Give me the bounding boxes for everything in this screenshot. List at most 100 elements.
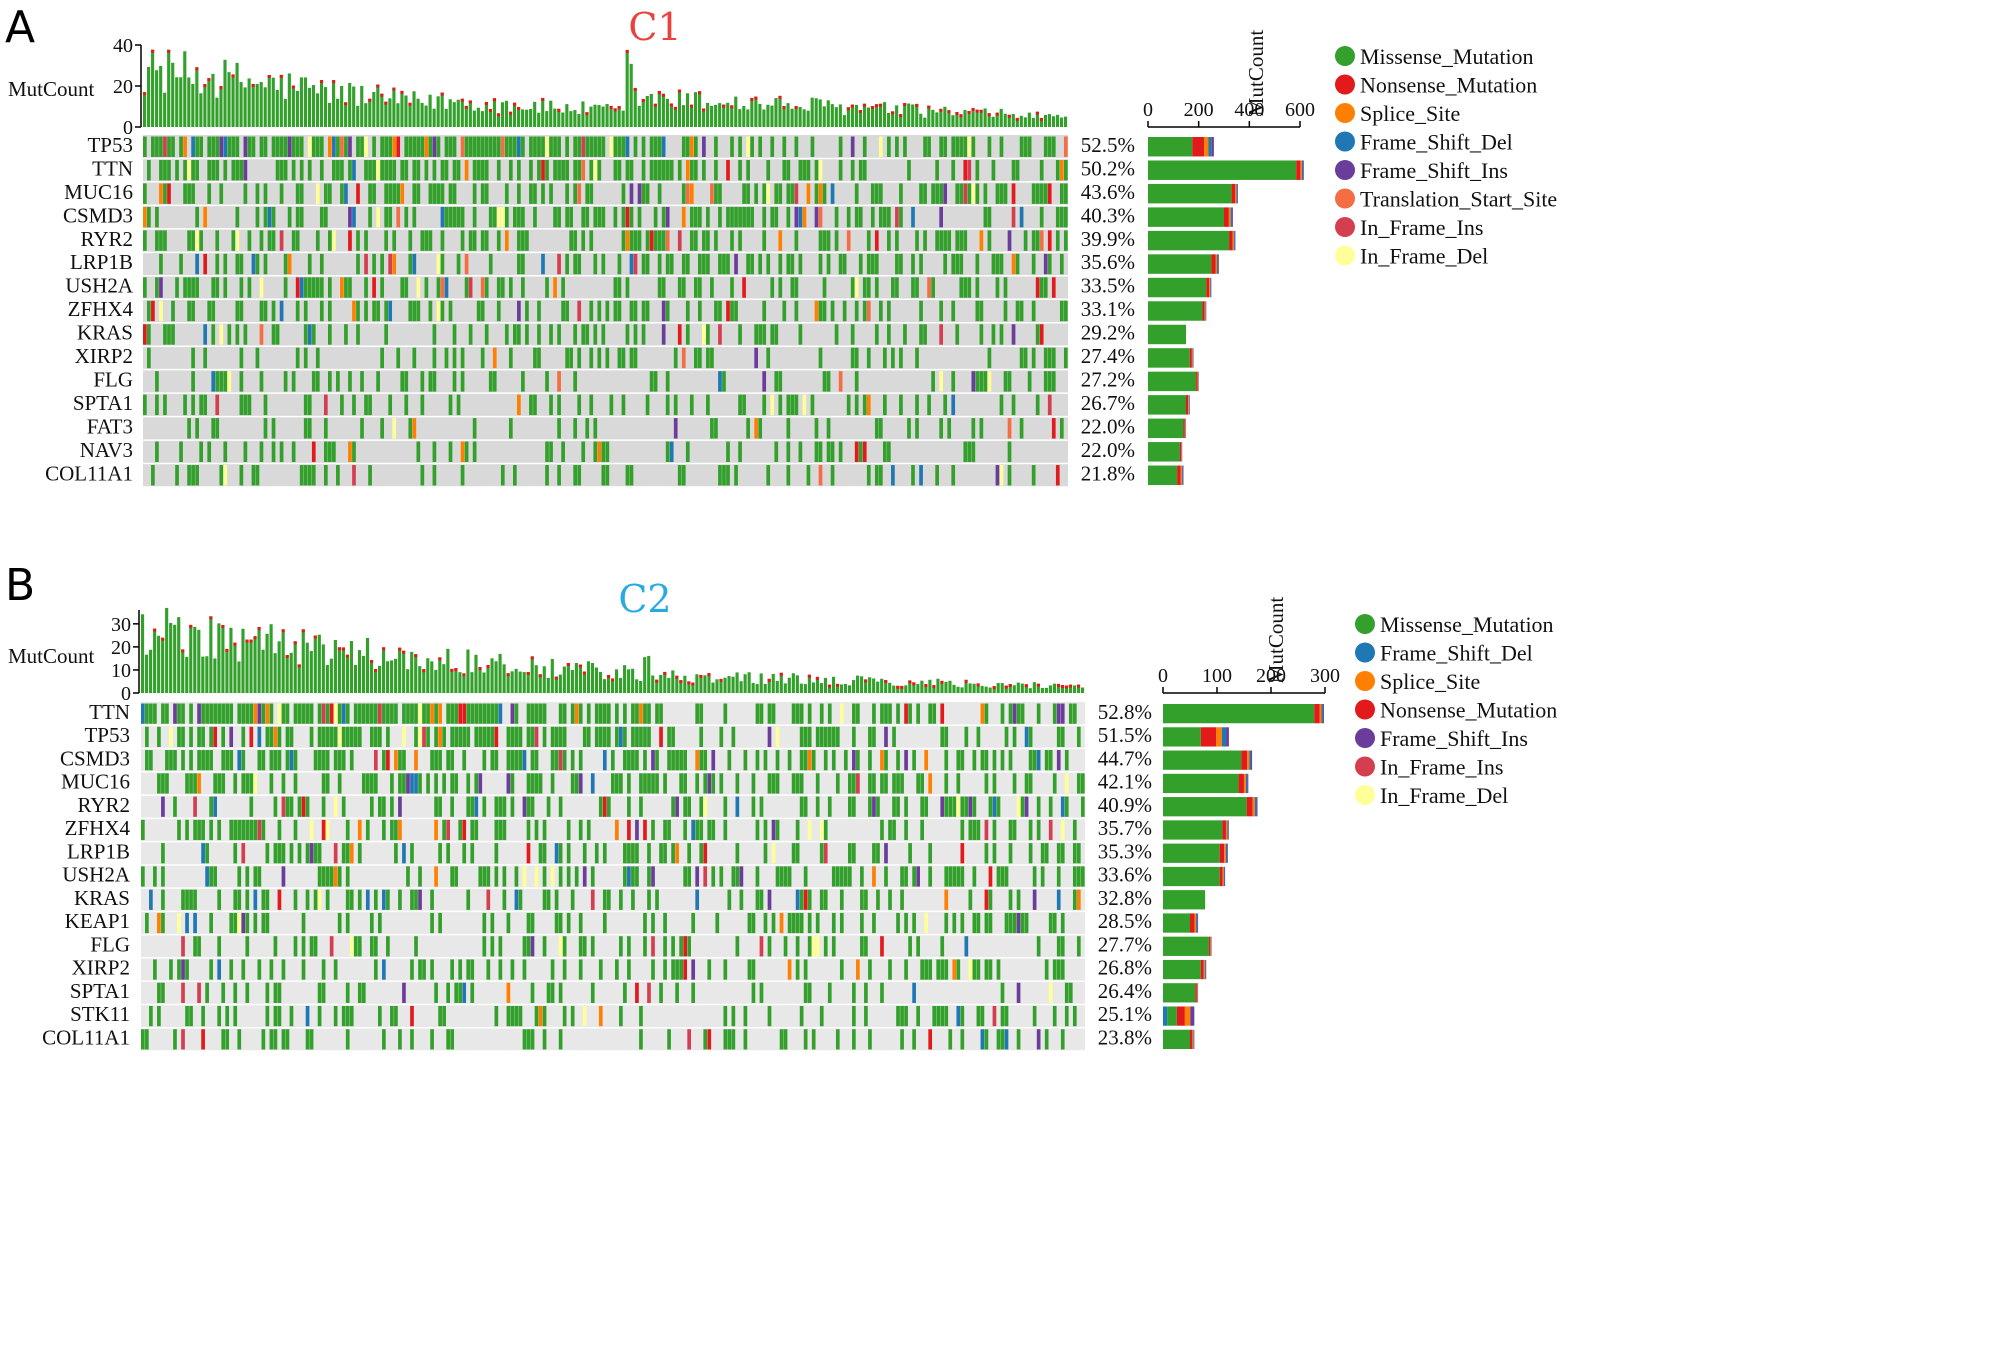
sample-mutcount-bar-cap [617,106,621,110]
mutation-cell [526,912,531,934]
mutation-cell [345,866,350,887]
mutation-cell [681,206,686,228]
mutation-cell [566,912,571,934]
mutation-cell [868,750,872,771]
sample-mutcount-bar-cap [927,105,931,109]
sample-mutcount-bar [847,685,852,693]
mutation-cell [888,959,892,980]
mutation-cell [948,866,953,887]
mutation-cell [1000,982,1005,1003]
mutation-cell [1047,371,1052,392]
mutation-cell [388,136,393,157]
mutation-cell [175,465,179,486]
mutation-cell [529,159,533,181]
mutation-cell [454,703,459,724]
mutation-cell [581,206,586,228]
sample-mutcount-bar [1016,682,1020,693]
sample-mutcount-bar [506,673,510,693]
sample-mutcount-bar-cap [609,105,613,109]
mutation-cell [868,773,872,794]
mutation-cell [373,726,378,748]
mutation-cell [299,206,304,228]
mutation-cell [189,889,193,910]
mutation-cell [303,465,308,486]
mutation-cell [361,703,366,724]
mutation-cell [621,183,626,204]
mutation-cell [582,1005,587,1027]
sample-mutcount-bar-cap [293,641,297,645]
mutation-cell [798,253,803,275]
top-tick-label: 40 [113,35,133,57]
sample-mutcount-bar [866,107,871,127]
sample-mutcount-bar [239,82,243,127]
mutation-cell [209,703,213,724]
gene-count-bar-segment [1246,797,1253,817]
legend-label: Splice_Site [1380,669,1480,694]
mutation-cell [975,159,980,181]
mutation-cell [675,796,679,817]
mutation-cell [895,253,899,275]
mutation-cell [811,936,816,957]
gene-count-bar [1148,324,1186,345]
mutation-cell [992,843,997,864]
mutation-cell [460,441,465,463]
mutation-cell [891,277,895,298]
mutation-cell [683,819,687,841]
mutation-cell [534,750,539,771]
mutation-cell [1056,936,1061,957]
sample-mutcount-bar [803,684,807,693]
sample-mutcount-bar [798,106,802,127]
mutation-cell [581,324,586,345]
sample-mutcount-bar [1004,685,1008,693]
mutation-cell [783,1029,788,1050]
mutation-cell [247,277,252,298]
mutation-cell [669,253,674,275]
mutation-cell [534,819,539,841]
mutation-cell [807,889,812,910]
mutation-cell [956,773,961,794]
mutation-cell [438,796,442,817]
mutation-cell [834,324,839,345]
mutation-cell [317,889,322,910]
mutation-cell [364,253,368,275]
mutation-cell [1036,703,1041,724]
mutation-cell [412,206,417,228]
mutation-cell [1043,253,1048,275]
sample-mutcount-bar [1080,687,1085,693]
mutation-cell [458,819,463,841]
sample-mutcount-bar-cap [345,654,350,658]
sample-mutcount-bar [283,99,287,127]
mutation-cell [1036,796,1041,817]
mutation-cell [920,796,924,817]
mutation-cell [402,726,406,748]
mutation-cell [839,912,844,934]
mutation-cell [458,703,463,724]
mutation-cell [884,703,888,724]
gene-percent: 33.6% [1098,863,1152,887]
mutation-cell [602,750,607,771]
mutation-cell [235,253,240,275]
mutation-cell [955,324,960,345]
gene-count-bar-segment [1184,1006,1191,1026]
mutation-cell [558,866,563,887]
mutation-cell [659,703,663,724]
mutation-cell [191,136,195,157]
mutation-cell [1031,300,1036,322]
mutation-cell [494,1005,499,1027]
mutation-cell [585,324,590,345]
gene-count-bar-segment [1186,395,1189,415]
mutation-cell [963,136,968,157]
mutation-cell [858,441,863,463]
sample-mutcount-bar [1023,117,1027,127]
mutation-cell [597,159,602,181]
mutation-cell [651,912,655,934]
mutation-cell [645,394,650,416]
mutation-cell [689,230,694,251]
mutation-cell [313,750,318,771]
sample-mutcount-bar [647,655,651,693]
mutation-cell [386,889,390,910]
mutation-cell [173,750,177,771]
mutation-cell [722,465,726,486]
gene-count-bar-segment [1241,750,1248,770]
sample-mutcount-bar [790,108,794,127]
